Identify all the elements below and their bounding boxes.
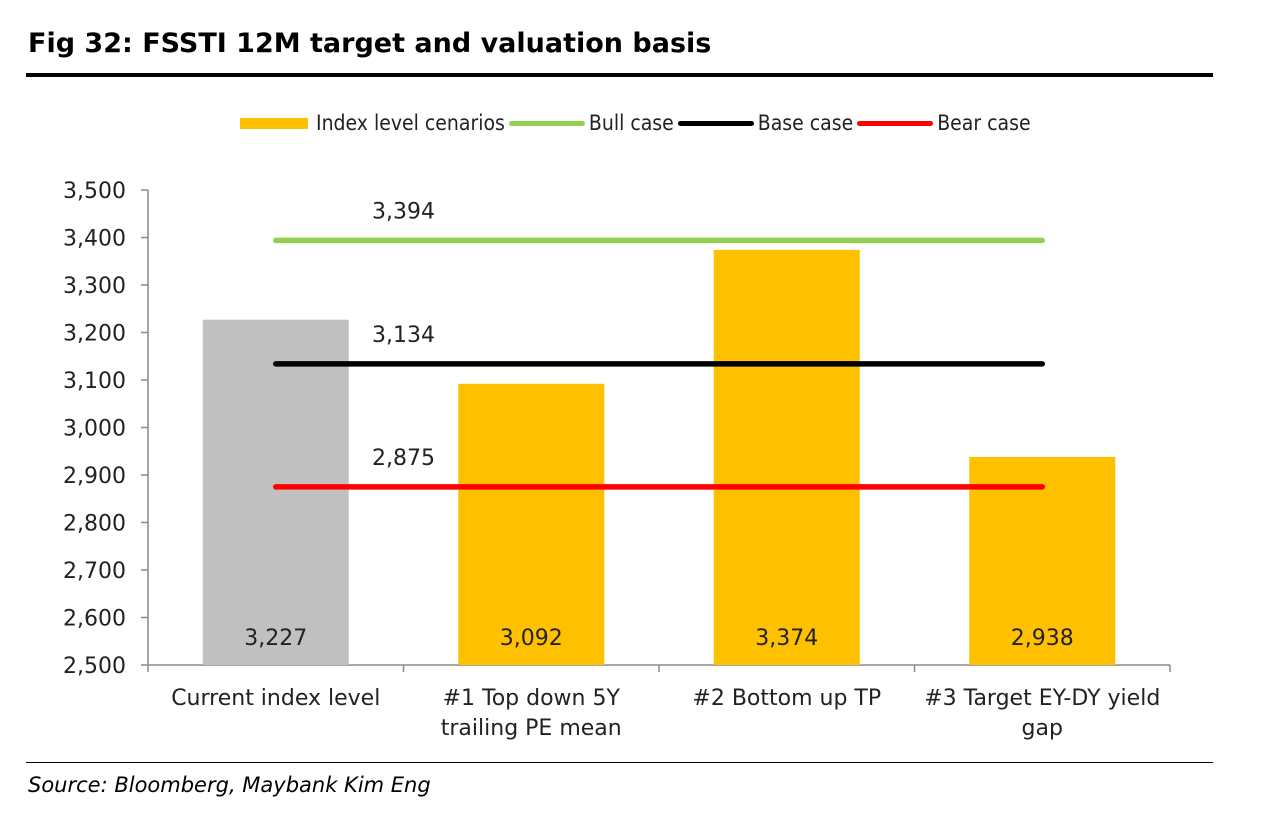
legend-item-bull-case: Bull case bbox=[508, 111, 674, 135]
y-tick-label: 3,200 bbox=[63, 322, 126, 347]
y-tick-label: 2,600 bbox=[63, 607, 126, 632]
legend-label-index-level: Index level cenarios bbox=[316, 111, 505, 135]
y-tick-label: 3,300 bbox=[63, 274, 126, 299]
bar bbox=[458, 383, 605, 665]
x-tick-label: #2 Bottom up TP bbox=[692, 686, 881, 711]
bar-value-label: 3,227 bbox=[244, 626, 307, 651]
x-tick-label: gap bbox=[1022, 716, 1063, 741]
legend-label-bull-case: Bull case bbox=[588, 111, 674, 135]
y-tick-label: 2,800 bbox=[63, 512, 126, 537]
bear-case-value-label: 2,875 bbox=[372, 446, 435, 471]
y-tick-label: 2,900 bbox=[63, 464, 126, 489]
y-tick-label: 3,400 bbox=[63, 227, 126, 252]
legend-label-base-case: Base case bbox=[757, 111, 854, 135]
title-divider bbox=[26, 73, 1213, 77]
source-divider bbox=[26, 762, 1213, 763]
base-case-value-label: 3,134 bbox=[372, 323, 435, 348]
x-tick-label: Current index level bbox=[171, 686, 380, 711]
legend-swatch-bear-case bbox=[857, 120, 934, 126]
y-tick-label: 3,500 bbox=[63, 179, 126, 204]
chart-legend: Index level cenarios Bull case Base case… bbox=[240, 108, 1035, 138]
x-tick-label: #3 Target EY-DY yield bbox=[924, 686, 1160, 711]
y-tick-label: 3,000 bbox=[63, 417, 126, 442]
legend-item-index-level: Index level cenarios bbox=[240, 111, 505, 135]
source-note: Source: Bloomberg, Maybank Kim Eng bbox=[28, 773, 431, 797]
bar-value-label: 2,938 bbox=[1011, 626, 1074, 651]
legend-item-bear-case: Bear case bbox=[857, 111, 1031, 135]
legend-label-bear-case: Bear case bbox=[937, 111, 1031, 135]
legend-item-base-case: Base case bbox=[677, 111, 854, 135]
bar bbox=[713, 249, 860, 665]
x-tick-label: #1 Top down 5Y bbox=[443, 686, 621, 711]
bar bbox=[202, 319, 349, 665]
y-tick-label: 3,100 bbox=[63, 369, 126, 394]
legend-swatch-bull-case bbox=[508, 120, 585, 126]
legend-swatch-base-case bbox=[677, 120, 754, 126]
y-tick-label: 2,500 bbox=[63, 654, 126, 679]
legend-swatch-index-level bbox=[240, 117, 308, 129]
figure-title: Fig 32: FSSTI 12M target and valuation b… bbox=[28, 28, 712, 59]
bar-value-label: 3,374 bbox=[755, 626, 818, 651]
y-tick-label: 2,700 bbox=[63, 559, 126, 584]
bull-case-value-label: 3,394 bbox=[372, 199, 435, 224]
bar-value-label: 3,092 bbox=[500, 626, 563, 651]
bar bbox=[969, 456, 1116, 665]
x-tick-label: trailing PE mean bbox=[441, 716, 622, 741]
